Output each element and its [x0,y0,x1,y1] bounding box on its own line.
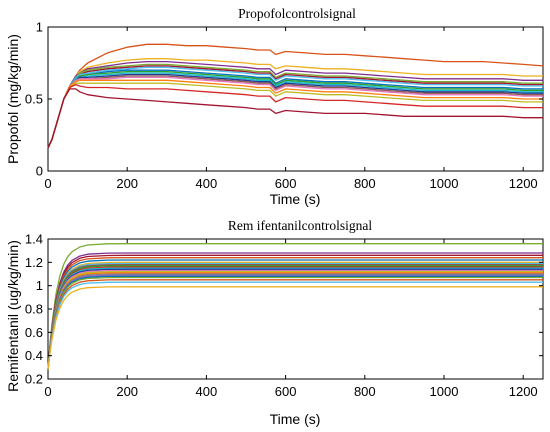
propofol-series-line [47,66,543,149]
remifentanil-y-axis-label: Remifentanil (ug/kg/min) [5,240,21,392]
remifentanil-x-tick-label: 800 [354,384,376,399]
remifentanil-ticks: 0 200 400 600 800 1000 1200 0.2 0.4 0.6 0.8 1 1.2 1.4 [25,232,543,399]
remifentanil-series-line [47,286,543,370]
propofol-chart: Propofolcontrolsignal 0 200 400 600 800 1000 1… [5,6,544,207]
remifentanil-x-tick-label: 1200 [509,384,538,399]
propofol-x-tick-label: 400 [196,176,218,191]
propofol-x-tick-label: 200 [116,176,138,191]
remifentanil-series-group [47,243,543,370]
remifentanil-y-tick-label: 1.4 [25,232,43,247]
propofol-series-line [47,72,543,149]
remifentanil-y-tick-label: 0.8 [25,302,43,317]
remifentanil-series-line [47,243,543,370]
remifentanil-chart: Rem ifentanilcontrolsignal 0 200 400 600 800… [5,218,544,427]
remifentanil-y-tick-label: 0.4 [25,348,43,363]
propofol-x-axis-label: Time (s) [270,191,321,207]
propofol-y-axis-label: Propofol (mg/kg/min) [5,34,21,164]
remifentanil-y-tick-label: 1 [36,278,43,293]
propofol-chart-title: Propofolcontrolsignal [238,6,356,21]
remifentanil-y-tick-label: 0.6 [25,325,43,340]
propofol-series-line [47,82,543,149]
remifentanil-chart-title: Rem ifentanilcontrolsignal [228,218,373,233]
propofol-x-tick-label: 1200 [509,176,538,191]
propofol-x-tick-label: 0 [44,176,51,191]
remifentanil-x-tick-label: 400 [196,384,218,399]
propofol-x-tick-label: 1000 [430,176,459,191]
remifentanil-y-tick-label: 1.2 [25,255,43,270]
remifentanil-x-tick-label: 1000 [430,384,459,399]
propofol-x-tick-label: 800 [354,176,376,191]
propofol-x-tick-label: 600 [275,176,297,191]
propofol-series-line [47,79,543,149]
propofol-series-group [47,43,544,149]
propofol-y-tick-label: 1 [36,20,43,35]
remifentanil-x-tick-label: 0 [44,384,51,399]
propofol-y-tick-label: 0 [36,164,43,179]
remifentanil-y-tick-label: 0.2 [25,372,43,387]
remifentanil-x-tick-label: 200 [116,384,138,399]
propofol-ticks: 0 200 400 600 800 1000 1200 0 0.5 1 [25,20,543,191]
propofol-series-line [47,76,543,149]
remifentanil-x-tick-label: 600 [275,384,297,399]
propofol-series-line [47,88,543,149]
propofol-series-line [47,83,543,149]
propofol-y-tick-label: 0.5 [25,92,43,107]
remifentanil-x-axis-label: Time (s) [270,411,321,427]
